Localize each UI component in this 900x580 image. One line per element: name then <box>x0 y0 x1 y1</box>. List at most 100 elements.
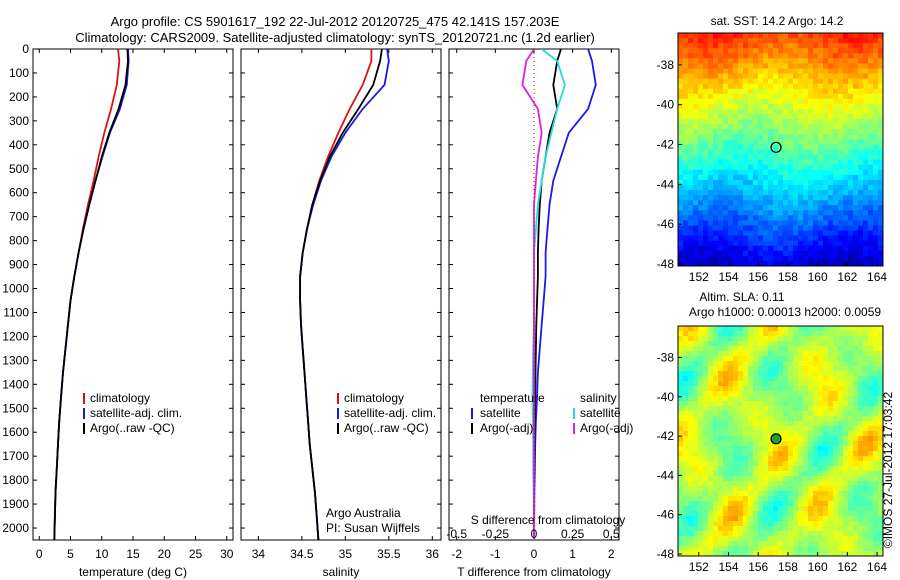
map-cell <box>863 260 869 266</box>
map-cell <box>758 331 764 337</box>
map-cell <box>803 331 809 337</box>
map-cell <box>723 98 729 105</box>
map-cell <box>803 109 809 115</box>
map-cell <box>858 58 864 64</box>
map-cell <box>728 93 734 100</box>
map-cell <box>763 331 769 337</box>
map-cell <box>803 466 809 472</box>
map-cell <box>823 215 829 221</box>
map-cell <box>773 83 779 90</box>
map-cell <box>698 406 704 412</box>
x-tick-label: 156 <box>748 560 768 574</box>
map-cell <box>823 43 829 49</box>
map-cell <box>713 230 719 237</box>
map-cell <box>778 134 784 140</box>
map-cell <box>808 351 814 357</box>
map-cell <box>753 245 759 252</box>
map-cell <box>823 98 829 105</box>
map-cell <box>693 179 699 186</box>
map-cell <box>778 68 784 75</box>
map-cell <box>733 526 739 532</box>
map-cell <box>703 33 709 39</box>
map-cell <box>788 531 794 537</box>
map-cell <box>763 190 769 196</box>
map-cell <box>823 336 829 342</box>
map-cell <box>698 431 704 437</box>
map-cell <box>773 326 779 332</box>
map-cell <box>788 456 794 462</box>
map-cell <box>878 93 883 100</box>
map-cell <box>723 235 729 242</box>
map-cell <box>708 63 714 70</box>
map-cell <box>828 376 834 382</box>
map-cell <box>703 98 709 105</box>
map-cell <box>778 416 784 422</box>
map-cell <box>753 205 759 211</box>
map-cell <box>778 174 784 181</box>
map-cell <box>803 215 809 221</box>
map-cell <box>828 391 834 397</box>
map-cell <box>853 521 859 527</box>
map-cell <box>748 38 754 44</box>
map-cell <box>688 521 694 527</box>
map-cell <box>713 63 719 70</box>
map-cell <box>748 124 754 130</box>
map-cell <box>873 73 879 80</box>
map-cell <box>703 73 709 80</box>
x-tick-label: 10 <box>95 547 109 561</box>
map-cell <box>823 88 829 95</box>
map-cell <box>788 401 794 407</box>
map-cell <box>808 240 814 247</box>
map-cell <box>798 33 804 39</box>
map-cell <box>868 431 874 437</box>
map-cell <box>863 225 869 232</box>
map-cell <box>768 546 774 552</box>
s-tick-label: 0 <box>531 527 538 541</box>
map-cell <box>813 536 819 542</box>
map-cell <box>873 63 879 70</box>
map-cell <box>773 144 779 151</box>
map-cell <box>678 371 684 377</box>
map-cell <box>723 406 729 412</box>
map-cell <box>868 144 874 151</box>
map-cell <box>693 496 699 502</box>
map-cell <box>813 441 819 447</box>
map-cell <box>878 179 883 186</box>
map-cell <box>703 496 709 502</box>
map-cell <box>723 371 729 377</box>
map-cell <box>833 190 839 196</box>
map-cell <box>728 341 734 347</box>
map-cell <box>823 356 829 362</box>
map-cell <box>813 411 819 417</box>
map-cell <box>783 536 789 542</box>
map-cell <box>833 134 839 140</box>
map-cell <box>863 195 869 201</box>
map-cell <box>753 134 759 140</box>
map-cell <box>753 190 759 196</box>
map-cell <box>758 361 764 367</box>
map-cell <box>698 346 704 352</box>
map-cell <box>838 225 844 232</box>
map-cell <box>708 531 714 537</box>
map-cell <box>868 491 874 497</box>
map-cell <box>728 124 734 130</box>
map-cell <box>873 250 879 257</box>
map-cell <box>768 456 774 462</box>
map-cell <box>778 250 784 257</box>
map-cell <box>823 210 829 216</box>
map-cell <box>808 491 814 497</box>
map-cell <box>843 230 849 237</box>
map-cell <box>713 205 719 211</box>
map-cell <box>688 396 694 402</box>
map-cell <box>768 98 774 105</box>
map-cell <box>798 124 804 130</box>
x-tick-label: 0 <box>36 547 43 561</box>
map-cell <box>868 446 874 452</box>
map-cell <box>858 536 864 542</box>
map-cell <box>738 93 744 100</box>
map-cell <box>778 536 784 542</box>
map-cell <box>758 491 764 497</box>
map-cell <box>788 441 794 447</box>
map-cell <box>778 43 784 49</box>
map-cell <box>863 416 869 422</box>
